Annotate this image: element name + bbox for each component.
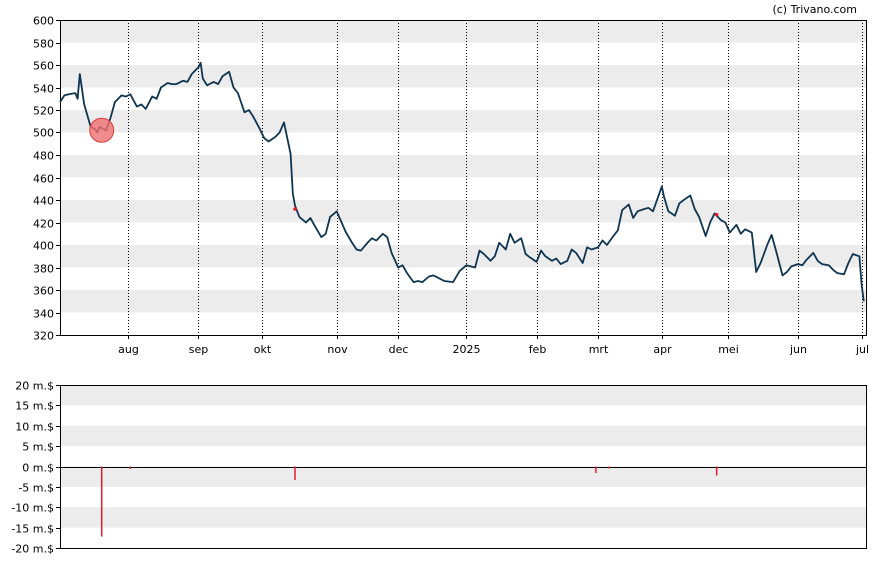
price-marker-dot <box>293 207 297 211</box>
y-tick-label: 540 <box>33 83 54 96</box>
price-band <box>60 65 866 88</box>
price-plot-frame <box>60 20 867 336</box>
volume-y-tick-label: -10 m.$ <box>11 502 54 515</box>
x-tick-label: feb <box>529 343 547 356</box>
x-tick-label: jun <box>789 343 807 356</box>
volume-bar <box>595 466 597 474</box>
price-marker-circle <box>89 117 115 143</box>
volume-y-tick-label: -5 m.$ <box>18 482 54 495</box>
x-tick-label: mrt <box>589 343 609 356</box>
y-tick-label: 400 <box>33 240 54 253</box>
y-tick-label: 600 <box>33 15 54 28</box>
price-band <box>60 110 866 133</box>
price-marker-dot <box>714 212 719 217</box>
volume-y-tick-label: 5 m.$ <box>22 441 54 454</box>
volume-bar <box>294 466 296 480</box>
y-tick-label: 520 <box>33 105 54 118</box>
y-tick-label: 360 <box>33 285 54 298</box>
volume-band <box>60 507 866 528</box>
price-band <box>60 200 866 223</box>
x-tick-label: aug <box>118 343 139 356</box>
x-tick-label: mei <box>718 343 739 356</box>
price-x-ticks: aug sep okt nov dec 2025 feb mrt apr mei jun jul <box>118 335 869 356</box>
price-markers <box>89 117 719 217</box>
volume-bar <box>100 466 103 537</box>
x-tick-label: dec <box>389 343 409 356</box>
y-tick-label: 340 <box>33 308 54 321</box>
x-tick-label: apr <box>653 343 672 356</box>
price-bands <box>60 20 866 313</box>
volume-y-tick-label: 15 m.$ <box>15 400 54 413</box>
y-tick-label: 500 <box>33 127 54 140</box>
x-tick-label: jul <box>855 343 869 356</box>
volume-bar <box>608 466 610 469</box>
price-band <box>60 20 866 43</box>
volume-band <box>60 385 866 406</box>
volume-bands <box>60 385 866 528</box>
y-tick-label: 460 <box>33 173 54 186</box>
y-tick-label: 380 <box>33 263 54 276</box>
y-tick-label: 480 <box>33 150 54 163</box>
volume-y-tick-label: 0 m.$ <box>22 462 54 475</box>
x-tick-label: nov <box>327 343 348 356</box>
volume-bar <box>715 466 718 476</box>
price-y-ticks: 320 340 360 380 400 420 440 460 480 500 520 540 560 5… <box>33 15 60 343</box>
y-tick-label: 420 <box>33 218 54 231</box>
price-line <box>59 61 865 302</box>
y-tick-label: 580 <box>33 38 54 51</box>
volume-chart: 20 m.$ 15 m.$ 10 m.$ 5 m.$ 0 m.$ -5 m.$ -10 m.… <box>11 380 867 556</box>
price-band <box>60 245 866 268</box>
price-band <box>60 155 866 178</box>
y-tick-label: 560 <box>33 60 54 73</box>
volume-y-tick-label: 10 m.$ <box>15 421 54 434</box>
x-tick-label: 2025 <box>453 343 481 356</box>
price-chart: 320 340 360 380 400 420 440 460 480 500 520 540 560 5… <box>33 15 869 357</box>
y-tick-label: 440 <box>33 195 54 208</box>
x-tick-label: okt <box>254 343 272 356</box>
volume-bar <box>129 466 132 469</box>
price-band <box>60 290 866 313</box>
volume-y-ticks: 20 m.$ 15 m.$ 10 m.$ 5 m.$ 0 m.$ -5 m.$ -10 m.… <box>11 380 60 556</box>
copyright-text: (c) Trivano.com <box>772 3 857 16</box>
volume-y-tick-label: -15 m.$ <box>11 523 54 536</box>
volume-band <box>60 425 866 447</box>
volume-y-tick-label: -20 m.$ <box>11 543 54 556</box>
volume-band <box>60 466 866 487</box>
volume-y-tick-label: 20 m.$ <box>15 380 54 393</box>
x-tick-label: sep <box>189 343 208 356</box>
volume-bars <box>100 466 718 537</box>
y-tick-label: 320 <box>33 330 54 343</box>
